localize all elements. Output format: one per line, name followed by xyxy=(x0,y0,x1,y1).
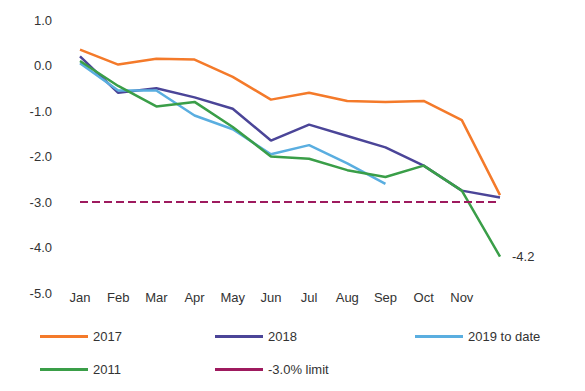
svg-text:Jul: Jul xyxy=(301,290,318,305)
svg-text:2018: 2018 xyxy=(268,329,297,344)
svg-text:May: May xyxy=(220,290,245,305)
svg-text:Aug: Aug xyxy=(336,290,359,305)
svg-text:Jun: Jun xyxy=(260,290,281,305)
svg-text:-2.0: -2.0 xyxy=(30,149,52,164)
svg-text:-1.0: -1.0 xyxy=(30,104,52,119)
svg-text:Sep: Sep xyxy=(374,290,397,305)
svg-text:-4.2: -4.2 xyxy=(512,249,534,264)
svg-text:2019 to date: 2019 to date xyxy=(468,329,540,344)
svg-text:2011: 2011 xyxy=(93,362,121,377)
svg-text:-4.0: -4.0 xyxy=(30,240,52,255)
svg-text:-3.0: -3.0 xyxy=(30,195,52,210)
svg-text:Jan: Jan xyxy=(70,290,91,305)
svg-text:Feb: Feb xyxy=(107,290,129,305)
svg-text:Oct: Oct xyxy=(414,290,435,305)
svg-text:2017: 2017 xyxy=(93,329,122,344)
svg-text:-3.0% limit: -3.0% limit xyxy=(268,362,329,377)
svg-text:Mar: Mar xyxy=(145,290,168,305)
svg-text:0.0: 0.0 xyxy=(34,58,52,73)
svg-text:-5.0: -5.0 xyxy=(30,286,52,301)
svg-text:1.0: 1.0 xyxy=(34,13,52,28)
svg-text:Nov: Nov xyxy=(450,290,474,305)
svg-text:Apr: Apr xyxy=(184,290,205,305)
